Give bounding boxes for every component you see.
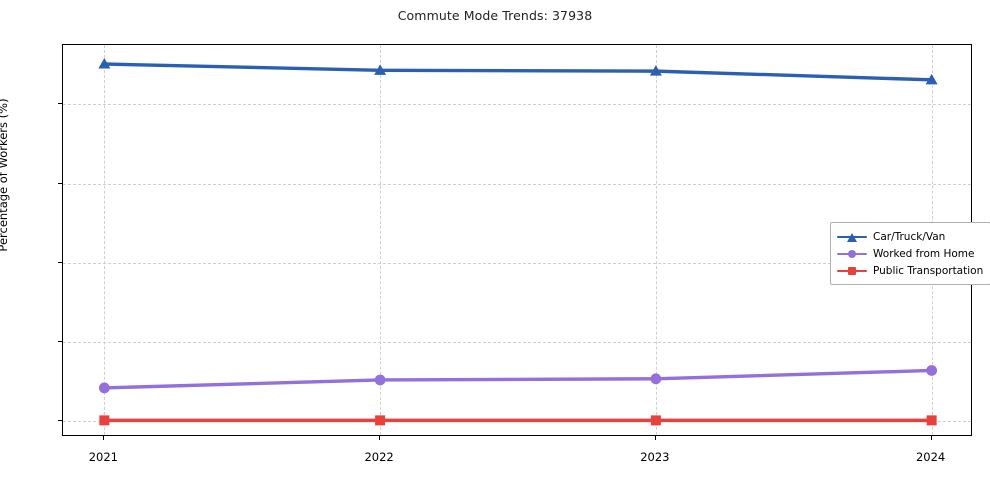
series-2 bbox=[98, 365, 938, 394]
legend-swatch bbox=[837, 230, 867, 244]
plot-area bbox=[62, 44, 972, 436]
x-axis-tick-label: 2024 bbox=[915, 450, 946, 464]
gridline-vertical bbox=[104, 45, 106, 435]
series-layer bbox=[98, 58, 938, 426]
x-axis-tick-label: 2022 bbox=[364, 450, 394, 464]
x-axis-tick-mark bbox=[103, 436, 105, 440]
x-axis-tick-mark bbox=[379, 436, 381, 440]
data-point-marker bbox=[99, 415, 110, 426]
legend-swatch bbox=[837, 247, 867, 261]
gridline-vertical bbox=[380, 45, 382, 435]
gridline-horizontal bbox=[63, 262, 971, 264]
y-axis-tick-mark bbox=[58, 420, 62, 422]
legend-swatch bbox=[837, 264, 867, 278]
data-point-marker bbox=[98, 382, 110, 394]
legend-square-icon bbox=[848, 266, 856, 275]
data-point-marker bbox=[926, 415, 937, 426]
x-axis-tick-label: 2023 bbox=[640, 450, 670, 464]
legend-triangle-icon bbox=[847, 232, 857, 242]
data-point-marker bbox=[649, 65, 662, 76]
series-line bbox=[102, 62, 934, 82]
legend-item: Worked from Home bbox=[837, 245, 983, 262]
data-point-marker bbox=[925, 73, 938, 85]
y-axis-tick-mark bbox=[58, 261, 62, 263]
legend-circle-icon bbox=[848, 249, 856, 258]
data-point-marker bbox=[374, 374, 386, 386]
gridline-horizontal bbox=[63, 341, 971, 343]
legend-label: Worked from Home bbox=[873, 247, 975, 260]
data-point-marker bbox=[374, 64, 387, 75]
series-line bbox=[102, 368, 934, 390]
data-point-marker bbox=[926, 365, 938, 376]
data-point-marker bbox=[98, 58, 111, 69]
legend-label: Public Transportation bbox=[873, 264, 984, 277]
x-axis-tick-mark bbox=[930, 436, 932, 440]
y-axis-tick-mark bbox=[58, 340, 62, 342]
x-axis-tick-label: 2021 bbox=[88, 450, 118, 464]
chart-legend: Car/Truck/Van Worked from Home Public Tran… bbox=[830, 222, 990, 285]
y-axis-tick-mark bbox=[58, 103, 62, 105]
series-1 bbox=[98, 58, 938, 85]
y-axis-tick-mark bbox=[58, 182, 62, 184]
legend-item: Car/Truck/Van bbox=[837, 228, 983, 245]
data-point-marker bbox=[375, 415, 386, 426]
series-3 bbox=[99, 415, 937, 426]
legend-item: Public Transportation bbox=[837, 262, 983, 279]
data-point-marker bbox=[650, 373, 662, 385]
chart-title: Commute Mode Trends: 37938 bbox=[397, 8, 593, 23]
legend-label: Car/Truck/Van bbox=[873, 230, 946, 243]
gridline-vertical bbox=[655, 45, 657, 435]
x-axis-tick-mark bbox=[654, 436, 656, 440]
y-axis-label: Percentage of Workers (%) bbox=[0, 98, 10, 252]
data-point-marker bbox=[650, 415, 661, 426]
gridline-horizontal bbox=[63, 104, 971, 106]
gridline-horizontal bbox=[63, 183, 971, 185]
